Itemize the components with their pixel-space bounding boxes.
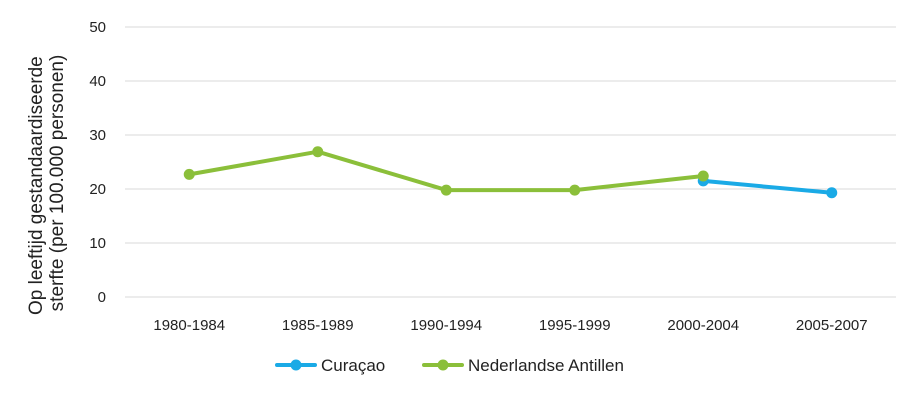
series-layer [183, 146, 838, 199]
y-axis-title-line-2: sterfte (per 100.000 personen) [47, 55, 68, 312]
legend: Curaçao Nederlandse Antillen [275, 356, 624, 375]
x-tick-label-2000-2004: 2000-2004 [667, 317, 739, 334]
gridlines [125, 26, 896, 298]
y-tick-label-20: 20 [89, 181, 106, 198]
data-point-nederlandse-antillen-1980-1984 [183, 168, 195, 180]
y-axis-title: Op leeftijd gestandaardiseerde sterfte (… [26, 51, 68, 315]
x-tick-label-1990-1994: 1990-1994 [410, 317, 482, 334]
series-nederlandse-antillen [183, 146, 709, 196]
legend-swatch-marker-nederlandse-antillen [437, 359, 449, 371]
legend-swatch-marker-cura-ao [290, 359, 302, 371]
y-axis-ticks: 0 10 20 30 40 50 [89, 19, 106, 306]
x-tick-label-2005-2007: 2005-2007 [796, 317, 868, 334]
x-tick-label-1995-1999: 1995-1999 [539, 317, 611, 334]
x-tick-label-1985-1989: 1985-1989 [282, 317, 354, 334]
data-point-nederlandse-antillen-1995-1999 [569, 184, 581, 196]
legend-item-cura-ao: Curaçao [275, 356, 385, 375]
legend-label-nederlandse-antillen: Nederlandse Antillen [468, 356, 624, 375]
legend-item-nederlandse-antillen: Nederlandse Antillen [422, 356, 624, 375]
x-tick-label-1980-1984: 1980-1984 [153, 317, 225, 334]
series-line-cura-ao [701, 178, 834, 195]
data-point-nederlandse-antillen-1990-1994 [440, 184, 452, 196]
y-tick-label-50: 50 [89, 19, 106, 36]
data-point-nederlandse-antillen-2000-2004 [697, 170, 709, 182]
y-tick-label-40: 40 [89, 73, 106, 90]
y-axis-title-line-1: Op leeftijd gestandaardiseerde [26, 56, 47, 315]
y-tick-label-10: 10 [89, 235, 106, 252]
series-line-nederlandse-antillen [187, 149, 706, 193]
x-axis-ticks: 1980-1984 1985-1989 1990-1994 1995-1999 2000… [153, 317, 867, 334]
y-tick-label-30: 30 [89, 127, 106, 144]
data-point-nederlandse-antillen-1985-1989 [312, 146, 324, 158]
series-cura-ao [697, 175, 838, 199]
legend-label-cura-ao: Curaçao [321, 356, 385, 375]
data-point-cura-ao-2005-2007 [826, 187, 838, 199]
y-tick-label-0: 0 [98, 289, 106, 306]
